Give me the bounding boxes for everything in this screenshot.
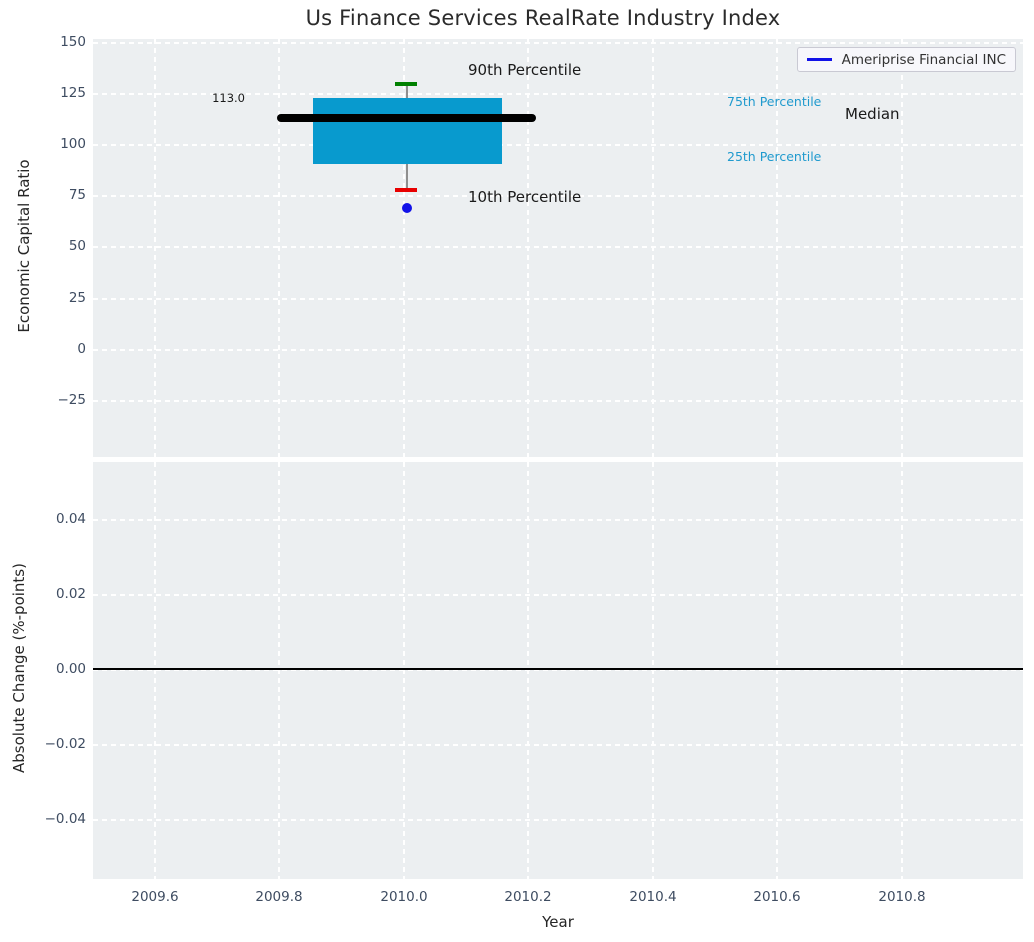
xtick-label: 2010.0: [380, 889, 428, 905]
ytick-label: 25: [68, 290, 86, 306]
xtick-label: 2009.8: [255, 889, 303, 905]
p90-cap: [395, 82, 417, 86]
median-value-label: 113.0: [212, 91, 245, 105]
bottom-plot-area: [93, 462, 1023, 879]
ytick-label: 150: [60, 34, 86, 50]
ytick-label: 0.00: [55, 661, 86, 677]
gridline: [652, 39, 654, 457]
p10-cap: [395, 188, 417, 192]
legend-line-icon: [806, 58, 832, 61]
zero-baseline: [93, 668, 1023, 670]
gridline: [154, 39, 156, 457]
gridline: [776, 462, 778, 879]
gridline: [93, 195, 1023, 197]
annotation-10th-percentile: 10th Percentile: [468, 188, 582, 206]
gridline: [93, 400, 1023, 402]
gridline: [93, 42, 1023, 44]
ytick-label: 50: [68, 238, 86, 254]
gridline: [93, 298, 1023, 300]
x-axis-label: Year: [542, 913, 574, 931]
y-axis-label-top: Economic Capital Ratio: [15, 159, 33, 333]
gridline: [93, 594, 1023, 596]
chart-title: Us Finance Services RealRate Industry In…: [305, 6, 781, 30]
gridline: [93, 144, 1023, 146]
iqr-box: [313, 98, 502, 164]
gridline: [776, 39, 778, 457]
gridline: [154, 462, 156, 879]
ytick-label: 0: [77, 341, 86, 357]
gridline: [527, 462, 529, 879]
ytick-label: −0.02: [44, 736, 86, 752]
annotation-25th-percentile: 25th Percentile: [727, 149, 822, 164]
gridline: [278, 462, 280, 879]
gridline: [901, 39, 903, 457]
annotation-75th-percentile: 75th Percentile: [727, 94, 822, 109]
ytick-label: 100: [60, 136, 86, 152]
gridline: [403, 39, 405, 457]
company-marker-dot: [402, 203, 412, 213]
gridline: [93, 349, 1023, 351]
ytick-label: −0.04: [44, 811, 86, 827]
top-plot-area: 113.0 90th Percentile 10th Percentile 75…: [93, 39, 1023, 457]
gridline: [93, 246, 1023, 248]
annotation-90th-percentile: 90th Percentile: [468, 61, 582, 79]
xtick-label: 2010.4: [629, 889, 677, 905]
ytick-label: −25: [57, 392, 87, 408]
gridline: [278, 39, 280, 457]
gridline: [901, 462, 903, 879]
gridline: [527, 39, 529, 457]
gridline: [93, 744, 1023, 746]
ytick-label: 75: [68, 187, 86, 203]
ytick-label: 0.04: [55, 511, 86, 527]
ytick-label: 125: [60, 85, 86, 101]
legend: Ameriprise Financial INC: [796, 47, 1016, 72]
annotation-median: Median: [845, 105, 900, 123]
xtick-label: 2010.8: [878, 889, 926, 905]
ytick-label: 0.02: [55, 586, 86, 602]
xtick-label: 2010.2: [504, 889, 552, 905]
gridline: [93, 519, 1023, 521]
y-axis-label-bottom: Absolute Change (%-points): [10, 563, 28, 773]
gridline: [93, 93, 1023, 95]
gridline: [403, 462, 405, 879]
gridline: [652, 462, 654, 879]
xtick-label: 2009.6: [131, 889, 179, 905]
median-line: [277, 114, 536, 122]
legend-label: Ameriprise Financial INC: [841, 51, 1006, 68]
gridline: [93, 819, 1023, 821]
xtick-label: 2010.6: [753, 889, 801, 905]
